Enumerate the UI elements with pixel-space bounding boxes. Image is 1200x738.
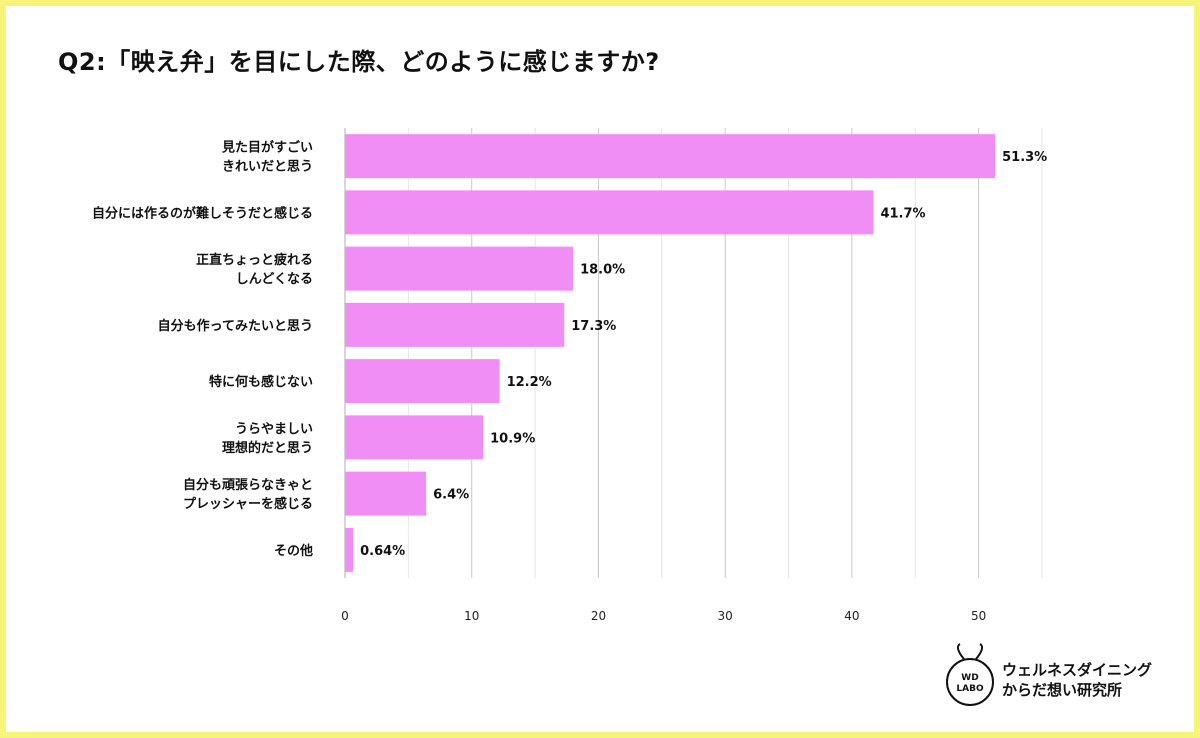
bar-0 — [345, 134, 996, 179]
category-label-7-0: その他 — [274, 543, 313, 559]
chart-title: Q2:「映え弁」を目にした際、どのように感じますか? — [58, 48, 660, 76]
category-labels: 見た目がすごいきれいだと思う自分には作るのが難しそうだと感じる正直ちょっと疲れる… — [92, 140, 313, 559]
x-tick-label-20: 20 — [591, 609, 606, 623]
logo-badge-line2: LABO — [956, 684, 984, 694]
category-label-0-0: 見た目がすごい — [221, 140, 313, 156]
category-label-6-0: 自分も頑張らなきゃと — [183, 477, 313, 493]
value-label-3: 17.3% — [571, 319, 616, 334]
category-label-1-0: 自分には作るのが難しそうだと感じる — [92, 205, 313, 221]
bar-2 — [345, 246, 574, 291]
category-label-6-1: プレッシャーを感じる — [183, 496, 313, 512]
logo-badge-line1: WD — [961, 673, 978, 683]
logo-name: ウェルネスダイニング からだ想い研究所 — [1002, 660, 1152, 700]
value-label-7: 0.64% — [360, 544, 405, 559]
x-tick-label-10: 10 — [464, 609, 479, 623]
logo-name-line1: ウェルネスダイニング — [1002, 661, 1153, 679]
x-tick-label-0: 0 — [341, 609, 349, 623]
wd-labo-logo: WD LABO ウェルネスダイニング からだ想い研究所 — [944, 642, 1194, 712]
bar-3 — [345, 302, 565, 347]
value-label-4: 12.2% — [507, 375, 552, 390]
category-label-3-0: 自分も作ってみたいと思う — [158, 318, 313, 334]
value-label-1: 41.7% — [880, 206, 925, 221]
x-tick-label-30: 30 — [718, 609, 733, 623]
category-label-5-0: うらやましい — [235, 422, 313, 437]
value-labels: 51.3% 41.7% 18.0% 17.3% 12.2% 10.9% 6.4% 0.64% — [360, 150, 1047, 559]
bar-1 — [345, 190, 874, 235]
chart-frame — [6, 6, 1194, 732]
x-tick-label-40: 40 — [844, 609, 859, 623]
value-label-2: 18.0% — [580, 263, 625, 278]
x-tick-label-50: 50 — [971, 609, 986, 623]
category-label-5-1: 理想的だと思う — [222, 440, 313, 456]
bar-7 — [345, 527, 354, 572]
logo-name-line2: からだ想い研究所 — [1002, 681, 1123, 699]
value-label-0: 51.3% — [1002, 150, 1047, 165]
value-label-6: 6.4% — [433, 488, 469, 503]
bar-5 — [345, 415, 484, 460]
bar-4 — [345, 359, 500, 404]
category-label-0-1: きれいだと思う — [222, 160, 313, 175]
category-label-2-1: しんどくなる — [236, 272, 313, 287]
flask-logo-icon: WD LABO — [946, 643, 994, 706]
category-label-4-0: 特に何も感じない — [209, 374, 313, 390]
x-tick-labels: 0 10 20 30 40 50 — [341, 609, 986, 623]
value-label-5: 10.9% — [490, 431, 535, 446]
bars — [345, 134, 996, 572]
bar-6 — [345, 471, 427, 516]
category-label-2-0: 正直ちょっと疲れる — [196, 252, 313, 268]
